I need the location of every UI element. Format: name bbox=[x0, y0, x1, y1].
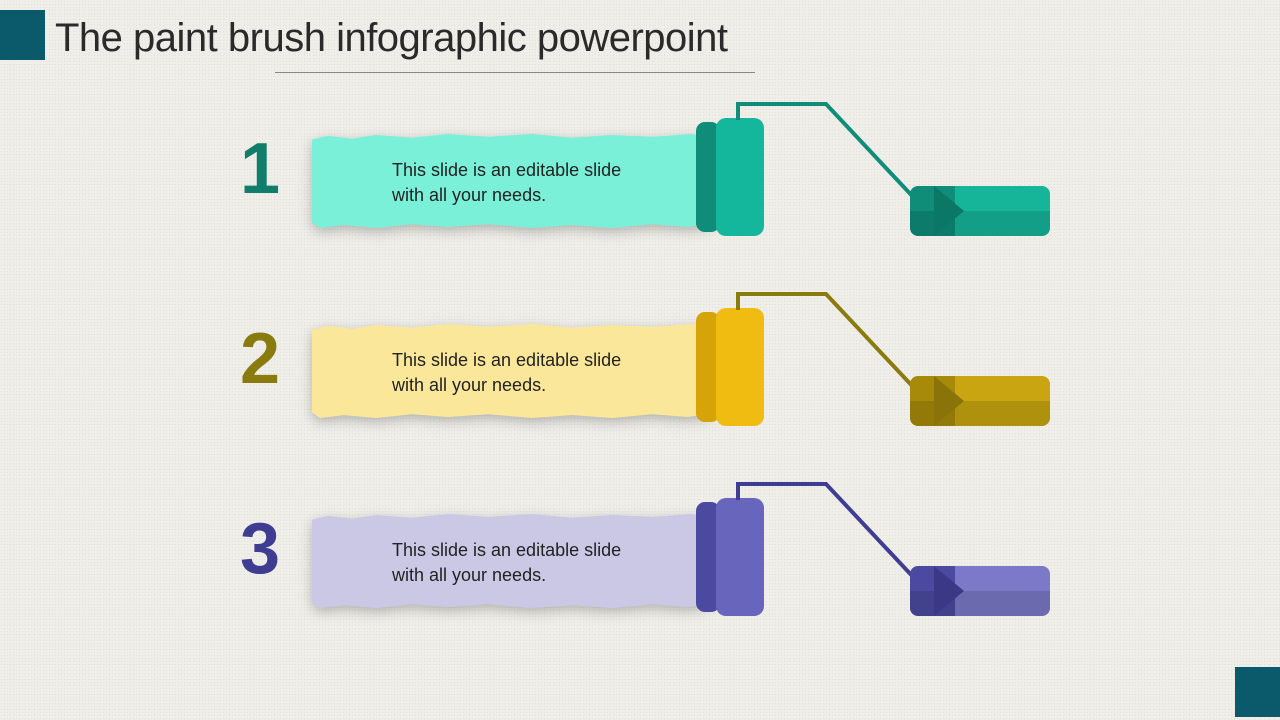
infographic-row-3: 3 This slide is an editable slide with a… bbox=[0, 498, 1280, 643]
roller-handle-icon bbox=[910, 566, 1050, 616]
row-text: This slide is an editable slide with all… bbox=[392, 348, 652, 398]
slide-title: The paint brush infographic powerpoint bbox=[55, 16, 728, 61]
title-underline bbox=[275, 72, 755, 73]
roller-handle-icon bbox=[910, 376, 1050, 426]
paint-swatch: This slide is an editable slide with all… bbox=[312, 506, 712, 616]
infographic-row-1: 1 This slide is an editable slide with a… bbox=[0, 118, 1280, 263]
paint-swatch: This slide is an editable slide with all… bbox=[312, 126, 712, 236]
row-number: 3 bbox=[240, 508, 280, 590]
row-text: This slide is an editable slide with all… bbox=[392, 538, 652, 588]
accent-square-bottom bbox=[1235, 667, 1280, 717]
infographic-row-2: 2 This slide is an editable slide with a… bbox=[0, 308, 1280, 453]
roller-handle-icon bbox=[910, 186, 1050, 236]
row-text: This slide is an editable slide with all… bbox=[392, 158, 652, 208]
accent-square-top bbox=[0, 10, 45, 60]
paint-swatch: This slide is an editable slide with all… bbox=[312, 316, 712, 426]
row-number: 1 bbox=[240, 128, 280, 210]
row-number: 2 bbox=[240, 318, 280, 400]
